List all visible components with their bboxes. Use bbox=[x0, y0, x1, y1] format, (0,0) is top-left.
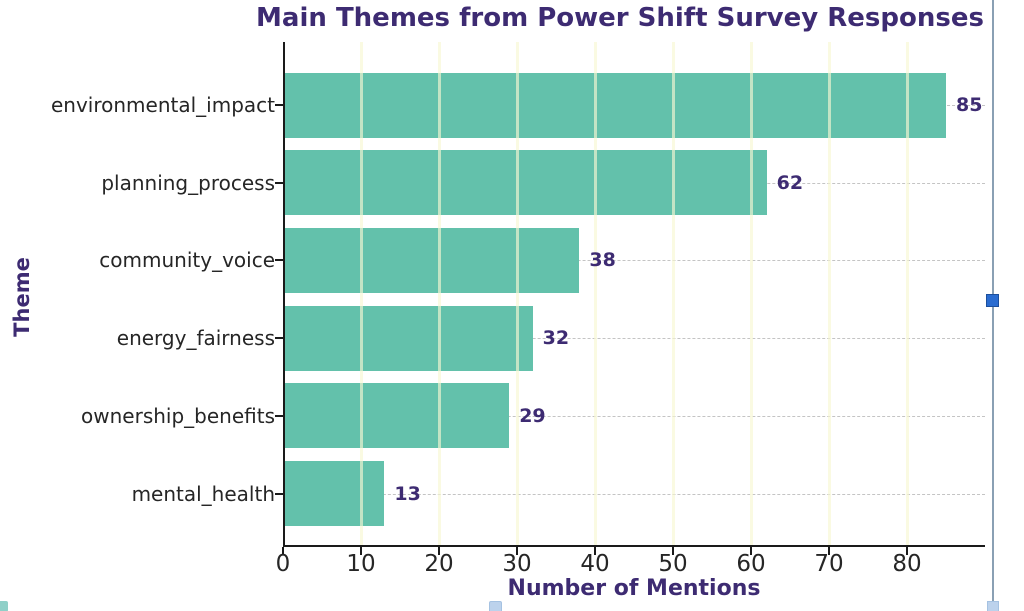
x-tick-label-50: 50 bbox=[658, 551, 688, 577]
x-tick-label-80: 80 bbox=[892, 551, 922, 577]
y-axis-spine bbox=[283, 42, 285, 547]
bar-value-label: 29 bbox=[519, 404, 546, 427]
horizontal-gridline bbox=[283, 415, 985, 417]
vertical-gridline bbox=[593, 42, 597, 545]
x-tickmark bbox=[750, 547, 752, 555]
vertical-gridline bbox=[749, 42, 753, 545]
selection-resize-handle-bottom-left[interactable] bbox=[0, 601, 8, 611]
selection-resize-handle-bottom-right[interactable] bbox=[987, 601, 999, 611]
y-tick-label-mental_health: mental_health bbox=[131, 481, 275, 506]
vertical-gridline bbox=[437, 42, 441, 545]
y-tick-label-community_voice: community_voice bbox=[99, 248, 275, 273]
x-tick-label-0: 0 bbox=[275, 551, 291, 577]
x-tickmark bbox=[282, 547, 284, 555]
bar-community_voice bbox=[284, 227, 580, 293]
x-tickmark bbox=[516, 547, 518, 555]
x-tickmark bbox=[672, 547, 674, 555]
y-tickmark bbox=[275, 414, 283, 417]
x-tick-label-70: 70 bbox=[814, 551, 844, 577]
y-tick-label-environmental_impact: environmental_impact bbox=[50, 93, 275, 117]
bar-mental_health bbox=[284, 461, 385, 526]
x-tickmark bbox=[360, 547, 362, 555]
bar-value-label: 85 bbox=[956, 94, 983, 116]
horizontal-gridline bbox=[283, 260, 985, 262]
y-tick-label-energy_fairness: energy_fairness bbox=[116, 326, 275, 351]
bar-environmental_impact bbox=[284, 72, 946, 138]
x-axis-spine bbox=[283, 545, 985, 547]
x-tick-label-60: 60 bbox=[736, 551, 766, 577]
x-tickmark bbox=[906, 547, 908, 555]
vertical-gridline bbox=[671, 42, 675, 545]
bar-value-label: 38 bbox=[589, 249, 616, 272]
vertical-gridline bbox=[827, 42, 831, 545]
horizontal-gridline bbox=[283, 338, 985, 340]
horizontal-gridline bbox=[283, 493, 985, 495]
x-tick-label-30: 30 bbox=[502, 551, 532, 577]
y-tickmark bbox=[275, 259, 283, 262]
bar-ownership_benefits bbox=[284, 383, 510, 449]
y-tickmark bbox=[275, 492, 283, 495]
selection-resize-handle-bottom-middle[interactable] bbox=[489, 601, 502, 611]
selection-resize-handle-right[interactable] bbox=[986, 294, 999, 307]
x-tickmark bbox=[594, 547, 596, 555]
bar-value-label: 13 bbox=[394, 482, 421, 505]
x-tick-label-20: 20 bbox=[424, 551, 454, 577]
vertical-gridline bbox=[515, 42, 519, 545]
x-tickmark bbox=[438, 547, 440, 555]
bar-value-label: 32 bbox=[542, 327, 570, 350]
y-tickmark bbox=[275, 337, 283, 340]
chart-title: Main Themes from Power Shift Survey Resp… bbox=[256, 3, 984, 33]
y-tickmark bbox=[275, 181, 283, 184]
x-tick-label-40: 40 bbox=[580, 551, 610, 577]
y-axis-label: Theme bbox=[10, 257, 34, 337]
x-tickmark bbox=[828, 547, 830, 555]
bar-planning_process bbox=[284, 150, 767, 216]
vertical-gridline bbox=[359, 42, 363, 545]
x-axis-label: Number of Mentions bbox=[507, 576, 761, 601]
vertical-gridline bbox=[905, 42, 909, 545]
y-tickmark bbox=[275, 104, 283, 106]
x-tick-label-10: 10 bbox=[346, 551, 376, 577]
y-tick-label-ownership_benefits: ownership_benefits bbox=[81, 403, 275, 428]
bar-energy_fairness bbox=[284, 305, 533, 371]
bar-value-label: 62 bbox=[776, 171, 804, 194]
y-tick-label-planning_process: planning_process bbox=[101, 170, 275, 195]
